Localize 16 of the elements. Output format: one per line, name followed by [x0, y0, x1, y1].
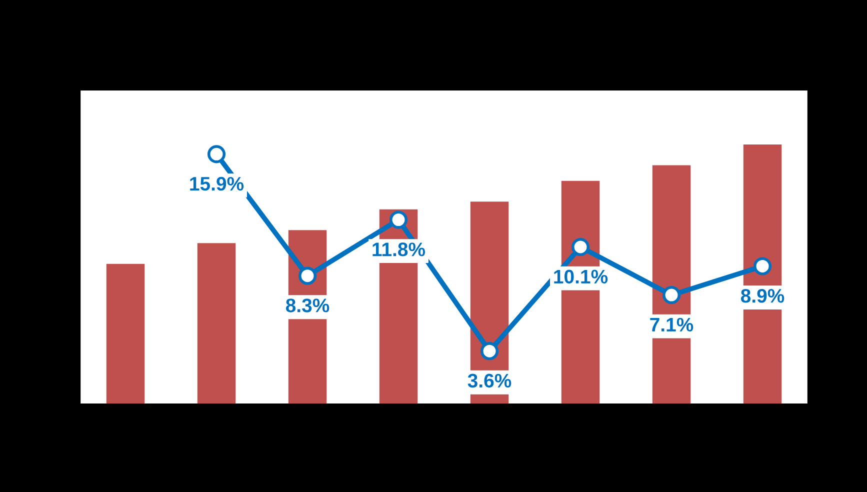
data-label: 7.1%: [650, 318, 694, 332]
point: [389, 210, 408, 229]
bar: [197, 243, 236, 404]
bar: [106, 264, 145, 404]
data-label: 10.1%: [554, 270, 608, 284]
point: [207, 145, 226, 164]
data-label: 15.9%: [190, 176, 244, 191]
data-label: 3.6%: [468, 374, 512, 388]
data-label: 8.9%: [740, 288, 784, 303]
point: [662, 286, 681, 304]
point: [571, 238, 590, 256]
point: [480, 342, 499, 360]
data-label: 11.8%: [372, 242, 426, 256]
point: [298, 266, 317, 285]
point: [753, 257, 772, 276]
data-label: 8.3%: [286, 298, 330, 312]
